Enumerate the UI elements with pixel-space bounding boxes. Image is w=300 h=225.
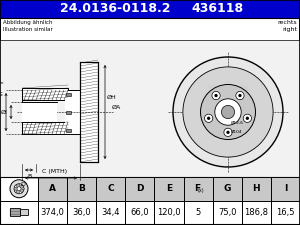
Bar bbox=[66, 128, 71, 131]
Bar bbox=[10, 208, 20, 216]
Text: 436118: 436118 bbox=[192, 2, 244, 16]
Circle shape bbox=[15, 185, 17, 187]
Text: ØG: ØG bbox=[0, 92, 4, 97]
Text: 34,4: 34,4 bbox=[101, 208, 120, 217]
Circle shape bbox=[14, 184, 24, 194]
Bar bbox=[20, 209, 28, 215]
Bar bbox=[213, 177, 242, 200]
Circle shape bbox=[205, 114, 213, 122]
Text: A: A bbox=[49, 184, 56, 193]
Text: G: G bbox=[224, 184, 231, 193]
Bar bbox=[271, 177, 300, 200]
Text: 374,0: 374,0 bbox=[40, 208, 64, 217]
Text: rechts
right: rechts right bbox=[278, 20, 297, 32]
Text: B: B bbox=[78, 184, 85, 193]
Text: Ø104: Ø104 bbox=[231, 130, 243, 134]
Text: 120,0: 120,0 bbox=[157, 208, 181, 217]
Circle shape bbox=[17, 187, 21, 191]
Circle shape bbox=[207, 117, 210, 120]
Bar bbox=[66, 110, 71, 113]
Bar bbox=[67, 177, 96, 200]
Circle shape bbox=[214, 94, 218, 97]
Text: 24.0136-0118.2: 24.0136-0118.2 bbox=[60, 2, 170, 16]
Text: 36,0: 36,0 bbox=[72, 208, 91, 217]
Text: 16,5: 16,5 bbox=[276, 208, 295, 217]
Circle shape bbox=[10, 180, 28, 198]
Text: H: H bbox=[253, 184, 260, 193]
Text: Abbildung ähnlich
Illustration similar: Abbildung ähnlich Illustration similar bbox=[3, 20, 53, 32]
Circle shape bbox=[15, 190, 17, 192]
Bar bbox=[0, 40, 300, 177]
Text: 66,0: 66,0 bbox=[130, 208, 149, 217]
Text: C: C bbox=[107, 184, 114, 193]
Text: ØI: ØI bbox=[1, 110, 8, 115]
Circle shape bbox=[215, 99, 241, 125]
Circle shape bbox=[236, 91, 244, 100]
Text: B: B bbox=[27, 174, 31, 179]
Bar bbox=[242, 177, 271, 200]
Bar bbox=[125, 177, 154, 200]
Text: C (MTH): C (MTH) bbox=[42, 169, 67, 175]
Bar bbox=[96, 177, 125, 200]
Bar bbox=[38, 177, 67, 200]
Circle shape bbox=[19, 191, 21, 194]
Text: F: F bbox=[194, 184, 200, 193]
Bar bbox=[0, 0, 300, 18]
Bar bbox=[65, 90, 83, 134]
Bar bbox=[184, 177, 213, 200]
Bar bbox=[154, 177, 184, 200]
Text: (x): (x) bbox=[197, 188, 204, 193]
Text: 186,8: 186,8 bbox=[244, 208, 268, 217]
Text: 75,0: 75,0 bbox=[218, 208, 236, 217]
Circle shape bbox=[19, 184, 21, 186]
Text: I: I bbox=[284, 184, 287, 193]
Circle shape bbox=[243, 114, 251, 122]
Circle shape bbox=[173, 57, 283, 167]
Circle shape bbox=[200, 85, 256, 140]
Text: E: E bbox=[166, 184, 172, 193]
Text: ØH: ØH bbox=[107, 94, 117, 99]
Text: D: D bbox=[136, 184, 144, 193]
Bar bbox=[22, 102, 57, 122]
Bar bbox=[22, 122, 68, 134]
Text: Ø12,6: Ø12,6 bbox=[231, 121, 244, 125]
Bar bbox=[22, 88, 68, 100]
Text: Fₘ: Fₘ bbox=[0, 79, 4, 85]
Circle shape bbox=[226, 131, 230, 134]
Circle shape bbox=[238, 94, 242, 97]
Text: 5: 5 bbox=[196, 208, 201, 217]
Circle shape bbox=[224, 128, 232, 137]
Bar bbox=[66, 92, 71, 95]
Bar bbox=[80, 62, 98, 162]
Circle shape bbox=[212, 91, 220, 100]
Circle shape bbox=[246, 117, 249, 120]
Circle shape bbox=[183, 67, 273, 157]
Circle shape bbox=[221, 105, 235, 119]
Text: D: D bbox=[20, 182, 25, 187]
Bar bbox=[0, 177, 300, 224]
Text: ate: ate bbox=[205, 80, 251, 104]
Circle shape bbox=[22, 188, 24, 190]
Text: ØA: ØA bbox=[112, 104, 121, 110]
